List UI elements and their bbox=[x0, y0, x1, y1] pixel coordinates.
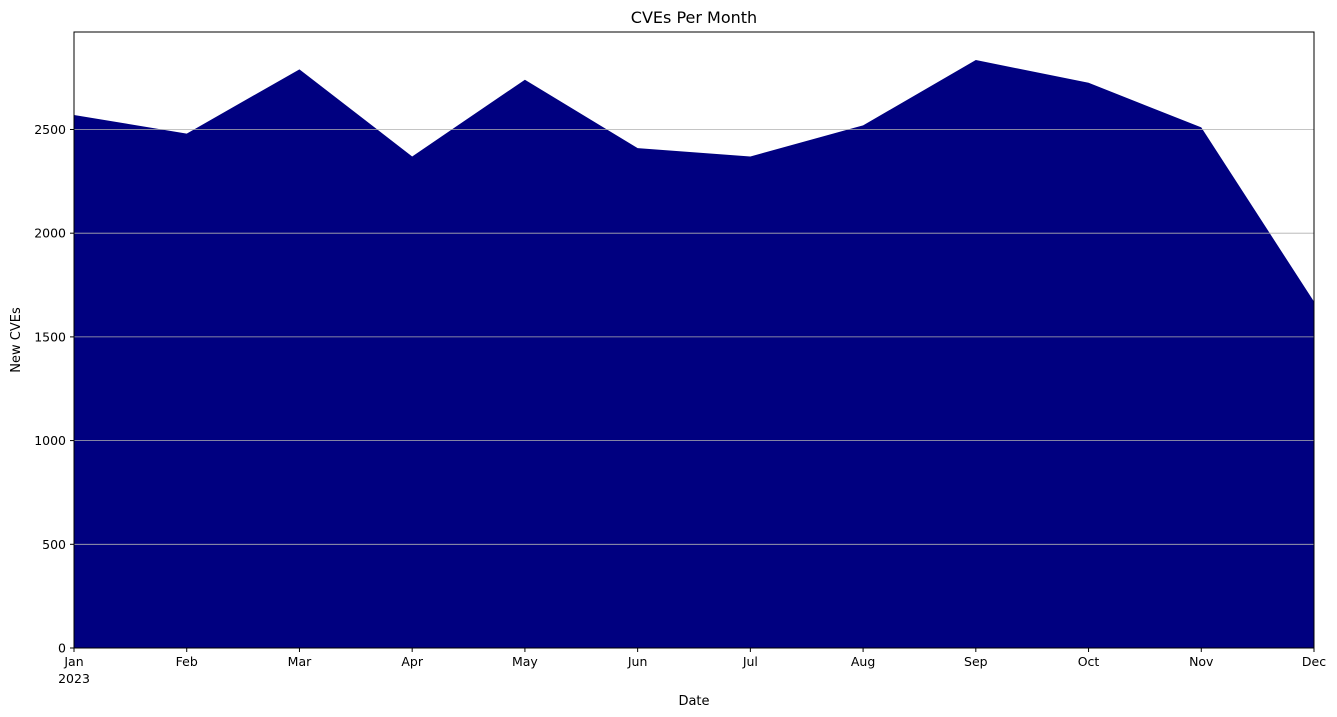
y-tick-label: 500 bbox=[42, 537, 66, 552]
x-tick-label: Jan bbox=[63, 654, 83, 669]
x-tick-label: May bbox=[512, 654, 538, 669]
x-axis-label: Date bbox=[678, 694, 709, 709]
grid-lines bbox=[74, 129, 1314, 545]
y-tick-label: 1500 bbox=[34, 329, 66, 344]
x-tick-label: Jun bbox=[627, 654, 648, 669]
x-tick-label: Sep bbox=[964, 654, 988, 669]
y-axis: 0 500 1000 1500 2000 2500 bbox=[34, 122, 74, 656]
x-tick-label: Feb bbox=[176, 654, 198, 669]
x-axis: Jan Feb Mar Apr May Jun Jul Aug Sep Oct Nov Dec 2023 bbox=[58, 648, 1326, 686]
plot-frame bbox=[73, 31, 1315, 649]
area-series bbox=[74, 60, 1314, 648]
x-tick-label: Mar bbox=[288, 654, 312, 669]
x-tick-label: Dec bbox=[1302, 654, 1326, 669]
x-tick-label: Nov bbox=[1189, 654, 1214, 669]
x-tick-label: Oct bbox=[1078, 654, 1100, 669]
y-tick-label: 2000 bbox=[34, 226, 66, 241]
y-tick-label: 1000 bbox=[34, 433, 66, 448]
y-axis-label: New CVEs bbox=[9, 307, 24, 373]
plot-area bbox=[73, 31, 1315, 649]
x-tick-label: Aug bbox=[851, 654, 875, 669]
x-tick-label: Jul bbox=[742, 654, 758, 669]
y-tick-label: 2500 bbox=[34, 122, 66, 137]
x-tick-sublabel-year: 2023 bbox=[58, 671, 90, 686]
x-tick-label: Apr bbox=[401, 654, 423, 669]
y-tick-label: 0 bbox=[58, 641, 66, 656]
chart-title: CVEs Per Month bbox=[631, 8, 757, 27]
